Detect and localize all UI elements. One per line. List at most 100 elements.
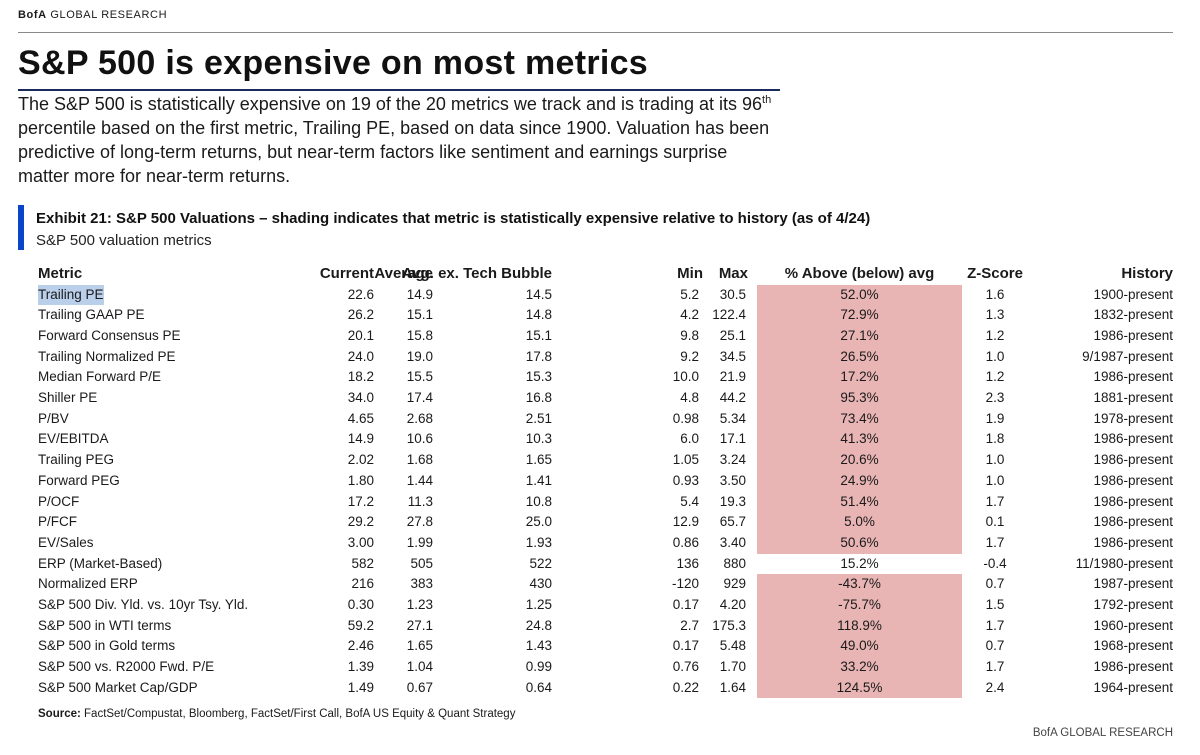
table-row: Normalized ERP 216 383 430 -120 929 -43.7% 0.7 1… — [0, 574, 1200, 595]
cell-average: 17.4 — [406, 390, 433, 405]
cell-pct-above-avg: 50.6% — [840, 534, 879, 550]
cell-current: 2.46 — [347, 638, 374, 654]
cell-max: 5.48 — [719, 638, 746, 654]
cell-pct-above-avg: -43.7% — [838, 576, 881, 592]
cell-avg-ex-tech-bubble: 10.3 — [525, 431, 552, 447]
cell-pct-above-avg: 15.2% — [840, 555, 879, 571]
table-row: Trailing GAAP PE 26.2 15.1 14.8 4.2 122.4 72.9… — [0, 305, 1200, 326]
cell-average: 15.8 — [406, 327, 433, 343]
cell-avg-ex-tech-bubble: 15.1 — [525, 327, 552, 343]
header-avg-ex-tech-bubble: Avg. ex. Tech Bubble — [401, 265, 552, 282]
cell-max: 3.50 — [719, 472, 746, 488]
cell-current: 14.9 — [347, 431, 374, 447]
cell-pct-above-avg: 49.0% — [840, 638, 879, 654]
cell-history: 1792-present — [1093, 597, 1173, 612]
cell-z-score: 0.7 — [985, 576, 1005, 592]
cell-history: 1986-present — [1093, 493, 1173, 509]
cell-max: 34.5 — [719, 348, 746, 364]
headline-rule — [18, 89, 780, 91]
cell-average: 1.23 — [406, 597, 433, 612]
cell-current: 17.2 — [347, 493, 374, 509]
cell-average: 11.3 — [407, 493, 433, 509]
cell-current: 26.2 — [347, 307, 374, 323]
cell-average: 27.8 — [406, 514, 433, 530]
table-row: P/FCF 29.2 27.8 25.0 12.9 65.7 5.0% 0.1 1986-pre… — [0, 512, 1200, 533]
table-row: S&P 500 in Gold terms 2.46 1.65 1.43 0.17 5.4… — [0, 636, 1200, 657]
cell-current: 24.0 — [347, 348, 374, 364]
table-row: Trailing PE 22.6 14.9 14.5 5.2 30.5 52.0% 1.6 19… — [0, 284, 1200, 306]
cell-history: 1881-present — [1093, 390, 1173, 405]
cell-z-score: 1.7 — [985, 659, 1005, 675]
cell-max: 65.7 — [719, 514, 746, 530]
cell-metric: Shiller PE — [38, 390, 98, 405]
cell-min: 0.17 — [672, 638, 699, 654]
cell-max: 5.34 — [719, 410, 746, 426]
table-row: Median Forward P/E 18.2 15.5 15.3 10.0 21.9 17… — [0, 367, 1200, 388]
cell-history: 11/1980-present — [1075, 555, 1173, 571]
cell-z-score: 1.7 — [985, 493, 1005, 509]
cell-avg-ex-tech-bubble: 0.64 — [525, 679, 552, 695]
table-row: ERP (Market-Based) 582 505 522 136 880 15.2% -0… — [0, 554, 1200, 575]
cell-pct-above-avg: 33.2% — [840, 659, 879, 675]
table-header-row: Metric Current Average Avg. ex. Tech Bub… — [0, 264, 1200, 285]
cell-history: 1986-present — [1093, 514, 1173, 530]
cell-history: 1900-present — [1093, 286, 1173, 302]
expensive-shading — [757, 284, 962, 554]
cell-pct-above-avg: 5.0% — [844, 514, 875, 530]
cell-history: 1968-present — [1093, 638, 1173, 654]
cell-max: 25.1 — [719, 327, 746, 343]
cell-z-score: 0.1 — [985, 514, 1005, 530]
table-row: P/BV 4.65 2.68 2.51 0.98 5.34 73.4% 1.9 1978-pre… — [0, 409, 1200, 430]
cell-average: 1.65 — [406, 638, 433, 654]
exhibit-subtitle: S&P 500 valuation metrics — [36, 232, 212, 249]
cell-min: 10.0 — [672, 369, 699, 385]
cell-current: 29.2 — [347, 514, 374, 530]
cell-current: 59.2 — [347, 617, 374, 633]
header-pct-above-avg: % Above (below) avg — [784, 265, 935, 282]
cell-z-score: 1.2 — [985, 369, 1005, 385]
cell-history: 1964-present — [1093, 679, 1173, 695]
cell-avg-ex-tech-bubble: 1.65 — [525, 452, 552, 468]
cell-avg-ex-tech-bubble: 16.8 — [525, 390, 552, 405]
cell-avg-ex-tech-bubble: 14.5 — [525, 286, 552, 302]
cell-min: 0.22 — [672, 679, 699, 695]
cell-average: 383 — [410, 576, 433, 592]
cell-min: 1.05 — [672, 452, 699, 468]
header-max: Max — [718, 265, 748, 282]
cell-average: 1.44 — [406, 472, 433, 488]
cell-current: 1.80 — [347, 472, 374, 488]
cell-avg-ex-tech-bubble: 522 — [529, 555, 552, 571]
cell-z-score: 1.0 — [985, 348, 1005, 364]
cell-min: 9.2 — [680, 348, 699, 364]
cell-current: 20.1 — [347, 327, 374, 343]
cell-z-score: 1.8 — [985, 431, 1005, 447]
cell-average: 0.67 — [406, 679, 433, 695]
cell-avg-ex-tech-bubble: 2.51 — [525, 410, 552, 426]
cell-average: 15.1 — [406, 307, 433, 323]
cell-history: 1986-present — [1093, 327, 1173, 343]
cell-history: 1832-present — [1093, 307, 1173, 323]
table-row: S&P 500 vs. R2000 Fwd. P/E 1.39 1.04 0.99 0.… — [0, 657, 1200, 678]
cell-avg-ex-tech-bubble: 1.41 — [525, 472, 552, 488]
cell-history: 1986-present — [1093, 659, 1173, 675]
source-note: Source: FactSet/Compustat, Bloomberg, Fa… — [38, 708, 516, 720]
cell-metric: P/BV — [38, 410, 69, 426]
cell-min: 5.2 — [680, 286, 699, 302]
cell-metric: Forward Consensus PE — [38, 327, 181, 343]
cell-max: 3.24 — [719, 452, 746, 468]
cell-average: 14.9 — [406, 286, 433, 302]
cell-metric: P/FCF — [38, 514, 77, 530]
cell-pct-above-avg: 118.9% — [837, 617, 882, 633]
cell-current: 34.0 — [347, 390, 374, 405]
cell-avg-ex-tech-bubble: 24.8 — [525, 617, 552, 633]
cell-min: 9.8 — [680, 327, 699, 343]
cell-metric: S&P 500 Market Cap/GDP — [38, 679, 198, 695]
cell-history: 1986-present — [1093, 369, 1173, 385]
cell-current: 4.65 — [347, 410, 374, 426]
cell-metric: S&P 500 in WTI terms — [38, 617, 172, 633]
table-row: Forward Consensus PE 20.1 15.8 15.1 9.8 25.1 2… — [0, 326, 1200, 347]
cell-metric: Trailing Normalized PE — [38, 348, 176, 364]
cell-min: 0.17 — [672, 597, 699, 612]
cell-min: 0.76 — [672, 659, 699, 675]
cell-z-score: 1.7 — [985, 617, 1005, 633]
